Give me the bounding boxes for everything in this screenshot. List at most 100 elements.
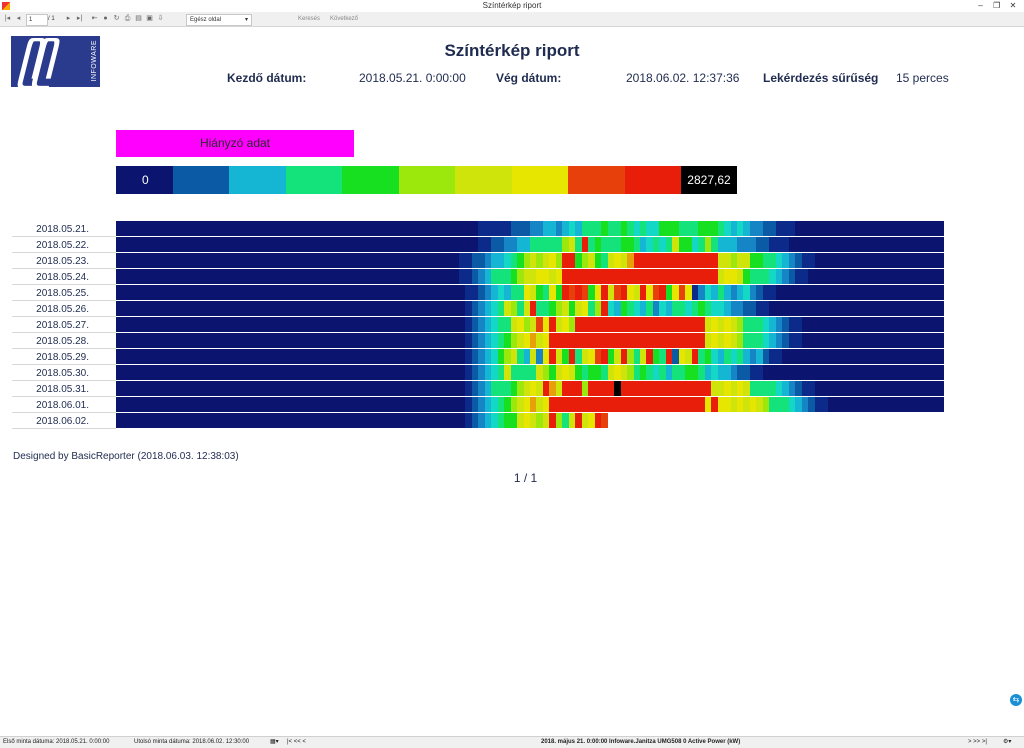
heatmap-cell [471,285,479,300]
heatmap-cell [931,221,938,236]
heatmap-cell [931,253,938,268]
frequency-value: 15 perces [896,71,949,85]
heatmap-row [116,317,944,332]
heatmap-cell [329,381,336,396]
heatmap-cell [698,333,705,348]
page-setup-icon[interactable]: ▣ [146,15,153,22]
heatmap-cell [737,413,744,428]
heatmap-cell [562,333,569,348]
heatmap-cell [394,269,401,284]
heatmap-cell [439,381,446,396]
restore-icon[interactable]: ❐ [993,1,1001,10]
heatmap-cell [588,397,595,412]
print-icon[interactable]: ⎙ [124,15,131,22]
heatmap-cell [814,365,822,380]
prev-page-icon[interactable]: ◂ [16,15,21,22]
heatmap-cell [361,285,369,300]
settings-icon[interactable]: ⚙▾ [1003,739,1012,745]
heatmap-cell [711,301,718,316]
heatmap-cell [821,221,828,236]
calendar-icon[interactable]: ▦▾ [270,739,279,745]
heatmap-cell [193,237,201,252]
heatmap-cell [148,221,155,236]
heatmap-cell [277,237,285,252]
heatmap-cell [407,317,414,332]
heatmap-cell [530,285,537,300]
heatmap-cell [853,365,860,380]
close-icon[interactable]: ✕ [1009,1,1017,10]
heatmap-cell [458,317,466,332]
heatmap-cell [122,381,129,396]
heatmap-cell [918,285,925,300]
heatmap-cell [685,285,692,300]
heatmap-cell [225,349,233,364]
search-button[interactable]: Keresés [298,16,321,22]
heatmap-cell [264,253,272,268]
heatmap-cell [536,253,543,268]
next-page-icon[interactable]: ▸ [66,15,71,22]
heatmap-cell [141,269,149,284]
heatmap-cell [749,333,757,348]
heatmap-cell [594,317,602,332]
heatmap-cell [510,301,518,316]
heatmap-cell [931,301,938,316]
print-layout-icon[interactable]: ▤ [135,15,142,22]
refresh-icon[interactable]: ↻ [113,15,120,22]
zoom-select[interactable]: Egész oldal ▾ [186,14,252,26]
heatmap-cell [206,413,214,428]
heatmap-cell [652,381,660,396]
heatmap-cell [264,333,272,348]
heatmap-cell [478,349,485,364]
heatmap-cell [646,301,653,316]
heatmap-cell [458,221,466,236]
heatmap-cell [510,333,518,348]
heatmap-cell [271,301,278,316]
sidebar-toggle-icon[interactable]: ⇆ [1010,694,1022,706]
minimize-icon[interactable]: – [978,1,983,10]
find-next-button[interactable]: Következő [330,16,359,22]
heatmap-cell [374,365,382,380]
heatmap-cell [762,237,770,252]
export-icon[interactable]: ⇩ [157,15,164,22]
heatmap-cell [458,381,466,396]
heatmap-cell [555,301,563,316]
heatmap-cell [161,301,168,316]
heatmap-cell [717,349,725,364]
heatmap-cell [400,285,408,300]
last-page-icon[interactable]: ▸| [76,15,83,22]
heatmap-cell [374,269,382,284]
page-number-input[interactable]: 1 [26,14,48,26]
current-sample-info: 2018. május 21. 0:00:00 Infoware.Janitza… [541,739,741,745]
heatmap-cell [639,381,647,396]
heatmap-row-date: 2018.05.29. [12,350,116,365]
heatmap-cell [148,269,155,284]
heatmap-cell [840,285,847,300]
heatmap-cell [620,301,628,316]
heatmap-cell [381,269,388,284]
sample-nav-forward[interactable]: > >> >| [968,739,987,745]
heatmap-cell [530,301,537,316]
heatmap-cell [892,301,899,316]
stop-icon[interactable]: ● [103,15,108,22]
heatmap-cell [568,269,576,284]
heatmap-cell [394,285,401,300]
heatmap-cell [361,253,369,268]
heatmap-cell [504,253,511,268]
first-page-icon[interactable]: |◂ [4,15,11,22]
heatmap-row-date: 2018.05.28. [12,334,116,349]
heatmap-cell [284,269,291,284]
heatmap-cell [549,237,556,252]
heatmap-cell [445,381,453,396]
heatmap-cell [905,317,912,332]
heatmap-cell [329,349,336,364]
heatmap-cell [271,221,278,236]
sample-nav-back[interactable]: |< << < [287,739,306,745]
back-icon[interactable]: ⇤ [91,15,98,22]
heatmap-cell [530,349,537,364]
heatmap-cell [154,413,162,428]
heatmap-cell [549,285,556,300]
heatmap-cell [135,221,142,236]
heatmap-cell [400,349,408,364]
heatmap-cell [116,221,123,236]
heatmap-cell [601,413,608,428]
